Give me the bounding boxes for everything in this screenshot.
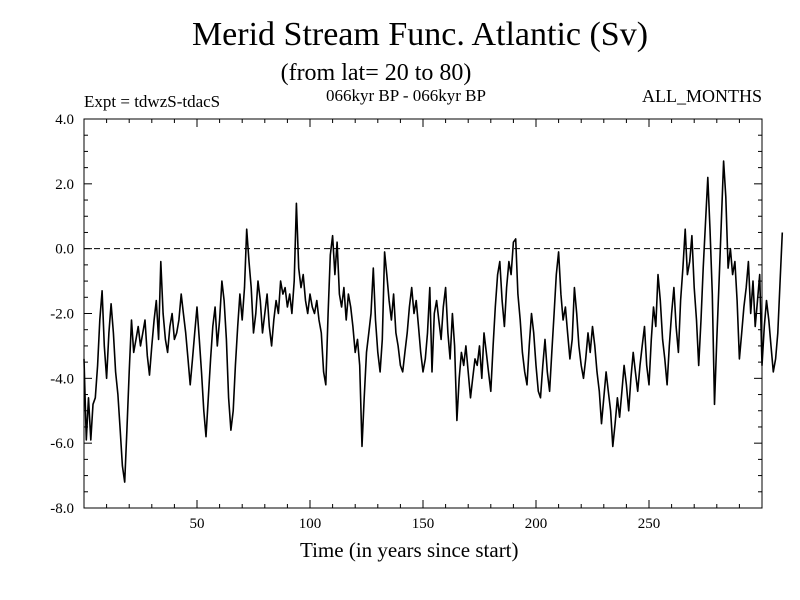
x-axis-label: Time (in years since start) bbox=[300, 538, 519, 562]
x-tick-label: 50 bbox=[190, 516, 205, 532]
x-tick-label: 250 bbox=[638, 516, 661, 532]
y-tick-label: 0.0 bbox=[55, 242, 74, 258]
y-tick-label: 4.0 bbox=[55, 112, 74, 128]
experiment-label: Expt = tdwzS-tdacS bbox=[84, 92, 221, 111]
months-label: ALL_MONTHS bbox=[642, 86, 762, 106]
tick-labels: 50 100 150 200 250 -8.0 -6.0 -4.0 -2.0 0.0 2.0 4.0 bbox=[50, 112, 660, 532]
y-tick-label: -2.0 bbox=[50, 307, 74, 323]
y-tick-label: -8.0 bbox=[50, 501, 74, 517]
y-tick-label: -6.0 bbox=[50, 436, 74, 452]
y-tick-label: 2.0 bbox=[55, 177, 74, 193]
series-line bbox=[83, 160, 784, 483]
chart-title: Merid Stream Func. Atlantic (Sv) bbox=[191, 16, 649, 53]
x-tick-label: 200 bbox=[525, 516, 548, 532]
period-label: 066kyr BP - 066kyr BP bbox=[326, 86, 486, 105]
x-tick-label: 150 bbox=[412, 516, 435, 532]
chart-subtitle: (from lat= 20 to 80) bbox=[280, 60, 472, 86]
axis-ticks bbox=[84, 119, 762, 508]
y-tick-label: -4.0 bbox=[50, 371, 74, 387]
x-tick-label: 100 bbox=[299, 516, 322, 532]
